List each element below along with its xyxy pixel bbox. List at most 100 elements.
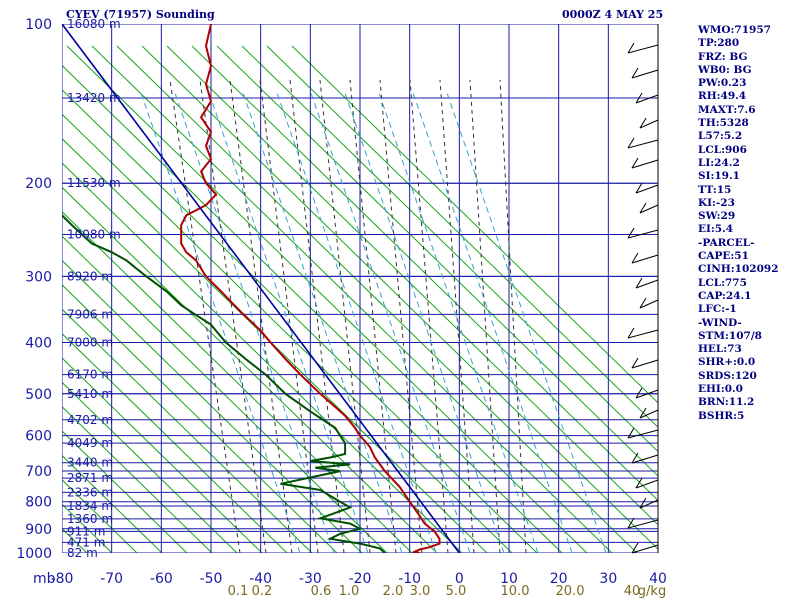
mixing-ratio-tick-label: g/kg: [638, 584, 666, 599]
wind-barb-feather: [635, 182, 643, 194]
stat-item: L57:5.2: [698, 130, 743, 143]
temperature-tick-label: -30: [299, 571, 322, 587]
mixing-ratio-tick-label: 10.0: [501, 584, 530, 599]
pressure-tick-label: 600: [25, 429, 52, 445]
wind-barb: [635, 389, 659, 399]
height-label: 82 m: [67, 546, 98, 560]
height-label: 1360 m: [67, 512, 113, 526]
temperature-tick-label: 30: [599, 571, 617, 587]
green-guide-line: [62, 454, 163, 553]
wind-barb: [635, 184, 659, 194]
stat-item: SI:19.1: [698, 170, 740, 183]
wind-barb-feather: [635, 387, 643, 399]
green-guide-line: [62, 381, 238, 553]
stat-item: SRDS:120: [698, 369, 757, 382]
wind-barb-feather: [631, 252, 639, 264]
height-label: 16080 m: [67, 17, 121, 31]
wind-barb: [627, 44, 659, 54]
moist-adiabat-line: [289, 79, 345, 553]
height-label: 471 m: [67, 535, 105, 549]
wind-barb-feather: [631, 452, 639, 464]
wind-barb: [631, 359, 659, 369]
temperature-tick-label: -40: [249, 571, 272, 587]
wind-barb-feather: [627, 427, 635, 439]
temperature-tick-label: 20: [550, 571, 568, 587]
moist-adiabat-line: [379, 79, 423, 553]
green-guide-line: [191, 45, 658, 502]
wind-barb: [639, 409, 659, 419]
temperature-tick-label: 40: [649, 571, 667, 587]
wind-barb: [635, 279, 659, 289]
stat-item: TH:5328: [698, 117, 749, 130]
wind-barb: [631, 454, 659, 464]
mixing-ratio-line: [139, 89, 301, 553]
wind-barb-feather: [639, 117, 647, 129]
green-guide-line: [66, 45, 588, 553]
wind-barb-feather: [635, 477, 643, 489]
wind-barbs: [627, 24, 659, 554]
series-temperature: [180, 24, 441, 553]
moist-adiabat-line: [469, 79, 501, 553]
height-label: 7000 m: [67, 335, 113, 349]
pressure-axis: 100 200 300 400 500 600 700 800 900 1000: [16, 17, 52, 562]
wind-barb-feather: [631, 157, 639, 169]
green-guide-line: [62, 308, 313, 553]
green-guide-line: [62, 259, 363, 553]
wind-barb-feather: [627, 137, 635, 149]
wind-barb: [627, 429, 659, 439]
green-guide-line: [166, 45, 658, 526]
wind-barb: [639, 499, 659, 509]
wind-barb: [639, 204, 659, 214]
stat-item: PW:0.23: [698, 77, 747, 90]
mixing-ratio-line: [445, 89, 607, 553]
green-guide-line: [91, 45, 613, 553]
stat-item: HEL:73: [698, 343, 742, 356]
green-guide-line: [216, 45, 658, 477]
green-guide-line: [62, 430, 188, 553]
wind-barb-feather: [627, 327, 635, 339]
wind-barb-feather: [635, 92, 643, 104]
stat-item: WB0: BG: [698, 63, 752, 76]
stat-item: -WIND-: [698, 316, 742, 329]
wind-barb-feather: [627, 517, 635, 529]
temperature-tick-label: -60: [150, 571, 173, 587]
pressure-temperature-grid: [62, 24, 658, 553]
moist-adiabat-line: [499, 79, 527, 553]
dry-adiabat-grid: [62, 45, 658, 553]
green-guide-line: [62, 357, 263, 553]
pressure-tick-label: 300: [25, 269, 52, 285]
mixing-ratio-tick-label: 5.0: [446, 584, 467, 599]
mixing-ratio-line: [275, 89, 437, 553]
wind-barb-feather: [627, 42, 635, 54]
wind-barb-feather: [639, 202, 647, 214]
mixing-ratio-axis: 0.1 0.2 0.6 1.0 2.0 3.0 5.0 10.0 20.0 40g/kg: [228, 584, 667, 599]
mixing-ratio-lines: [139, 79, 607, 553]
stat-item: CAP:24.1: [698, 289, 752, 302]
wind-barb: [627, 519, 659, 529]
green-guide-line: [62, 64, 563, 553]
pressure-tick-label: 700: [25, 464, 52, 480]
pressure-tick-label: 400: [25, 335, 52, 351]
height-label: 4702 m: [67, 413, 113, 427]
mixing-ratio-tick-label: 40: [624, 584, 641, 599]
wind-barb: [639, 119, 659, 129]
temperature-tick-label: -10: [398, 571, 421, 587]
stat-item: WMO:71957: [698, 24, 771, 36]
green-guide-line: [266, 45, 658, 428]
stat-item: CAPE:51: [698, 250, 749, 263]
temperature-tick-label: 0: [455, 571, 464, 587]
chart-title: CYEV (71957) Sounding: [66, 8, 215, 21]
height-label: 6170 m: [67, 368, 113, 382]
stat-item: SHR+:0.0: [698, 356, 756, 369]
wind-barb-feather: [631, 67, 639, 79]
temperature-tick-label: -80: [51, 571, 74, 587]
mixing-ratio-tick-label: 0.6: [311, 584, 332, 599]
temperature-axis: mb-80 -70 -60 -50 -40 -30 -20 -10 0 10 20 30 40: [33, 571, 667, 587]
wind-barb: [627, 229, 659, 239]
stat-item: EI:5.4: [698, 223, 734, 236]
wind-barb-feather: [635, 277, 643, 289]
moist-adiabat-line: [199, 79, 267, 553]
pressure-tick-label: 800: [25, 495, 52, 511]
green-guide-line: [62, 89, 538, 553]
height-label: 911 m: [67, 524, 105, 538]
